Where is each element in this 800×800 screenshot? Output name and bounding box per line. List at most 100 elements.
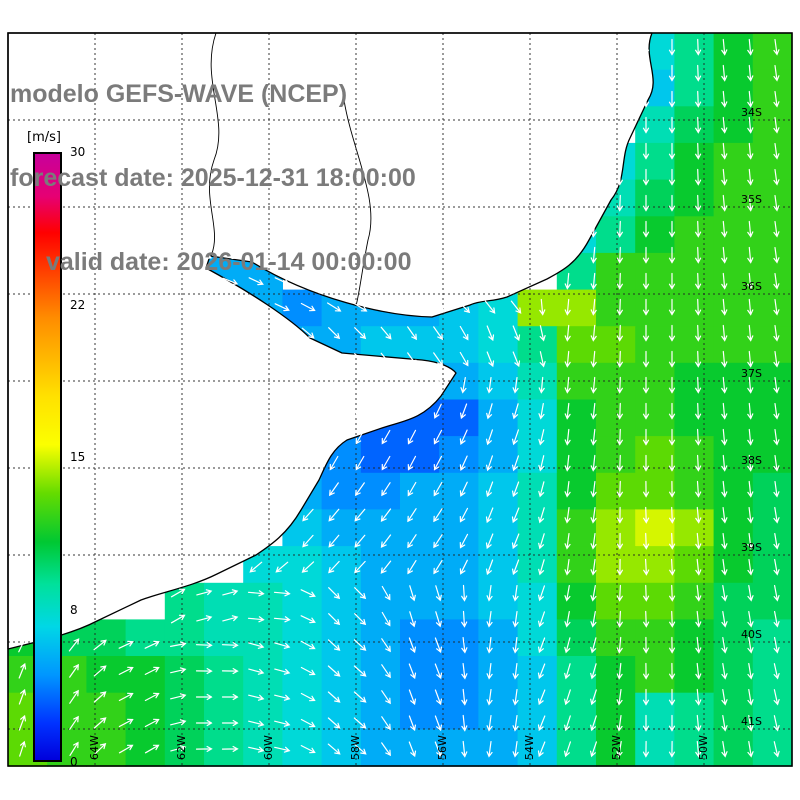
- speed-cell: [478, 656, 519, 694]
- lat-label: 36S: [741, 280, 762, 293]
- speed-cell: [596, 619, 636, 657]
- speed-cell: [360, 509, 401, 547]
- speed-cell: [596, 729, 636, 767]
- speed-cell: [674, 252, 715, 291]
- wind-arrows: [18, 38, 780, 758]
- speed-cell: [556, 729, 597, 767]
- speed-cell: [321, 729, 362, 767]
- speed-cell: [556, 289, 597, 327]
- speed-cell: [556, 362, 597, 401]
- speed-cell: [164, 656, 205, 694]
- speed-cell: [635, 509, 675, 547]
- coastline: [7, 32, 654, 650]
- lat-label: 38S: [741, 454, 762, 467]
- river-line: [209, 32, 220, 259]
- speed-cell: [752, 692, 793, 730]
- speed-cell: [360, 436, 401, 474]
- speed-cell: [478, 729, 519, 767]
- speed-cell: [478, 546, 519, 584]
- speed-cell: [439, 656, 479, 694]
- speed-cell: [517, 656, 558, 694]
- speed-cell: [635, 619, 675, 657]
- lon-label: 60W: [262, 735, 275, 760]
- speed-cell: [556, 546, 597, 584]
- speed-cell: [596, 252, 636, 291]
- speed-cell: [596, 436, 636, 474]
- speed-cell: [321, 692, 362, 730]
- speed-cell: [400, 656, 440, 694]
- speed-cell: [400, 472, 440, 511]
- speed-cell: [400, 436, 440, 474]
- speed-cell: [713, 326, 754, 364]
- speed-cell: [556, 692, 597, 730]
- speed-cell: [635, 546, 675, 584]
- speed-cell: [321, 619, 362, 657]
- lon-label: 50W: [697, 735, 710, 760]
- lon-label: 58W: [349, 735, 362, 760]
- lon-label: 62W: [175, 735, 188, 760]
- speed-cell: [360, 582, 401, 621]
- speed-cell: [556, 326, 597, 364]
- speed-cell: [517, 326, 558, 364]
- speed-cell: [439, 399, 479, 437]
- speed-cell: [360, 656, 401, 694]
- speed-cell: [752, 33, 793, 71]
- speed-cell: [752, 106, 793, 144]
- speed-cell: [517, 582, 558, 621]
- speed-cell: [125, 619, 166, 657]
- speed-cell: [439, 546, 479, 584]
- speed-cell: [752, 472, 793, 511]
- speed-cell: [204, 619, 244, 657]
- speed-cell: [713, 472, 754, 511]
- speed-cell: [674, 619, 715, 657]
- lat-label: 34S: [741, 106, 762, 119]
- speed-cell: [86, 729, 127, 767]
- speed-cell: [517, 729, 558, 767]
- speed-cell: [360, 692, 401, 730]
- speed-cell: [360, 546, 401, 584]
- speed-cell: [478, 399, 519, 437]
- lon-label: 56W: [436, 735, 449, 760]
- speed-cell: [752, 216, 793, 254]
- speed-cell: [556, 436, 597, 474]
- lon-labels: 64W 62W 60W 58W 56W 54W 52W 50W: [88, 735, 710, 760]
- speed-cell: [674, 546, 715, 584]
- speed-cell: [478, 692, 519, 730]
- river-line: [343, 99, 372, 307]
- speed-cell: [752, 729, 793, 767]
- speed-cell: [674, 142, 715, 181]
- speed-cell: [243, 656, 283, 694]
- speed-cell: [321, 656, 362, 694]
- speed-cell: [517, 546, 558, 584]
- lon-label: 64W: [88, 735, 101, 760]
- lon-label: 54W: [523, 735, 536, 760]
- speed-cell: [556, 619, 597, 657]
- speed-cell: [713, 619, 754, 657]
- lat-label: 39S: [741, 541, 762, 554]
- speed-cell: [478, 509, 519, 547]
- speed-cell: [713, 399, 754, 437]
- speed-cell: [596, 509, 636, 547]
- speed-cell: [752, 252, 793, 291]
- speed-cell: [713, 692, 754, 730]
- speed-cell: [674, 582, 715, 621]
- speed-cell: [635, 582, 675, 621]
- speed-cell: [752, 179, 793, 217]
- speed-cell: [8, 656, 48, 694]
- speed-cell: [752, 509, 793, 547]
- speed-cell: [635, 692, 675, 730]
- speed-cell: [596, 399, 636, 437]
- speed-cell: [713, 69, 754, 107]
- speed-cell: [282, 619, 323, 657]
- speed-cell: [517, 289, 558, 327]
- speed-cell: [674, 692, 715, 730]
- speed-cell: [674, 436, 715, 474]
- speed-cell: [439, 509, 479, 547]
- speed-cell: [713, 509, 754, 547]
- speed-cell: [635, 436, 675, 474]
- speed-cell: [400, 546, 440, 584]
- speed-cell: [204, 582, 244, 621]
- speed-cell: [8, 692, 48, 730]
- speed-cell: [713, 656, 754, 694]
- speed-cell: [204, 656, 244, 694]
